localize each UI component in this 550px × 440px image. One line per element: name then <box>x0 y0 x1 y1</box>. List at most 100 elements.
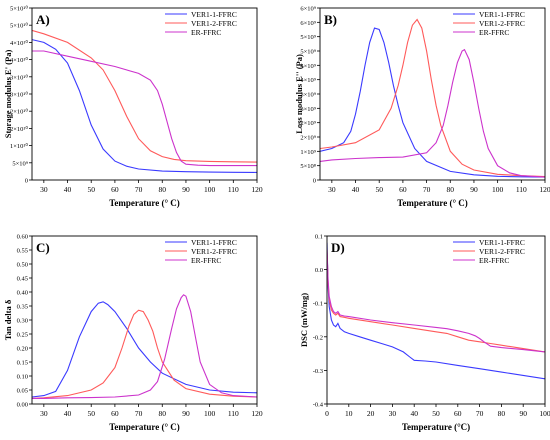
y-tick-label: 0.45 <box>17 276 28 283</box>
x-tick-label: 40 <box>64 185 72 194</box>
x-tick-label: 110 <box>516 185 527 194</box>
y-tick-label: 0.15 <box>17 360 28 367</box>
x-tick-label: 20 <box>367 409 375 418</box>
panel-3: 30 40 50 60 70 80 90 100 110 120 0.00 0.05 0.10 0.15 0… <box>3 234 263 433</box>
y-tick-label: 0.30 <box>17 318 28 325</box>
series-line-er-ffrc <box>32 50 257 167</box>
x-tick-label: 80 <box>447 185 455 194</box>
x-tick-label: 50 <box>87 409 95 418</box>
series-line-ver1-1-ffrc <box>32 301 257 398</box>
panel-label: A) <box>36 12 50 27</box>
x-tick-label: 60 <box>111 185 119 194</box>
x-tick-label: 90 <box>182 409 190 418</box>
panel-1: 30 40 50 60 70 80 90 100 110 120 0 5×10⁹ 1×10¹⁰ 2×10¹… <box>3 5 263 209</box>
legend-label: ER-FFRC <box>479 256 509 265</box>
panel-2: 30 40 50 60 70 80 90 100 110 120 0 5×10⁸ 1×10⁹ 2×10⁹ 2… <box>294 6 550 209</box>
x-tick-label: 0 <box>325 409 329 418</box>
y-tick-label: 0.00 <box>17 402 28 409</box>
y-tick-label: 5×10⁸ <box>300 163 316 170</box>
y-tick-label: 0.40 <box>17 290 28 297</box>
legend-label: VER1-2-FFRC <box>479 19 525 28</box>
legend-label: ER-FFRC <box>191 28 221 37</box>
y-tick-label: 5×10⁹ <box>300 34 316 41</box>
x-tick-label: 60 <box>111 409 119 418</box>
legend-label: VER1-1-FFRC <box>479 10 525 19</box>
x-tick-label: 70 <box>135 185 143 194</box>
y-tick-label: -0.3 <box>313 368 323 375</box>
y-axis-label: Tan delta δ <box>3 299 13 340</box>
y-tick-label: -0.2 <box>313 334 323 341</box>
y-tick-label: 4×10¹⁰ <box>10 56 28 64</box>
x-tick-label: 100 <box>204 409 216 418</box>
y-tick-label: 6×10⁹ <box>300 6 316 13</box>
x-tick-label: 30 <box>40 185 48 194</box>
x-tick-label: 100 <box>539 409 550 418</box>
series-line-er-ffrc <box>32 294 257 399</box>
y-tick-label: 2×10¹⁰ <box>10 125 28 133</box>
y-tick-label: 4×10¹⁰ <box>10 39 28 47</box>
x-tick-label: 10 <box>345 409 353 418</box>
y-axis-label: Loss modulus E'' (Pa) <box>294 54 304 134</box>
y-tick-label: 0.25 <box>17 332 28 339</box>
y-tick-label: -0.1 <box>313 301 323 308</box>
y-tick-label: 5×10⁹ <box>300 49 316 56</box>
y-tick-label: -0.4 <box>313 402 324 409</box>
x-tick-label: 70 <box>135 409 143 418</box>
y-tick-label: 3×10¹⁰ <box>10 73 28 81</box>
series-line-ver1-1-ffrc <box>320 27 545 178</box>
series-line-er-ffrc <box>327 252 545 353</box>
y-tick-label: 0 <box>25 178 28 185</box>
y-tick-label: 5×10¹⁰ <box>10 22 28 30</box>
x-tick-label: 40 <box>64 409 72 418</box>
x-tick-label: 90 <box>182 185 190 194</box>
y-tick-label: 5×10¹⁰ <box>10 5 28 13</box>
x-tick-label: 60 <box>399 185 407 194</box>
x-tick-label: 80 <box>159 185 167 194</box>
legend-label: VER1-2-FFRC <box>191 19 237 28</box>
y-tick-label: 6×10⁹ <box>300 20 316 27</box>
x-tick-label: 50 <box>375 185 383 194</box>
series-line-er-ffrc <box>320 48 545 178</box>
series-line-ver1-2-ffrc <box>32 29 257 163</box>
y-tick-label: 1×10¹⁰ <box>10 142 28 150</box>
series-line-ver1-1-ffrc <box>32 39 257 173</box>
y-tick-label: 0.35 <box>17 304 28 311</box>
x-tick-label: 40 <box>352 185 360 194</box>
x-tick-label: 60 <box>454 409 462 418</box>
x-tick-label: 70 <box>423 185 431 194</box>
y-tick-label: 2×10⁹ <box>300 135 316 142</box>
plot-frame <box>31 7 258 181</box>
x-tick-label: 70 <box>476 409 484 418</box>
legend-label: VER1-1-FFRC <box>191 238 237 247</box>
y-tick-label: 5×10⁹ <box>12 160 28 167</box>
series-line-ver1-2-ffrc <box>32 309 257 399</box>
x-tick-label: 50 <box>87 185 95 194</box>
plot-frame <box>31 235 258 405</box>
legend-label: VER1-1-FFRC <box>479 238 525 247</box>
x-axis-label: Temperature (° C) <box>397 198 468 208</box>
x-tick-label: 30 <box>389 409 397 418</box>
x-axis-label: Temperature (° C) <box>109 422 180 432</box>
x-tick-label: 80 <box>498 409 506 418</box>
series-line-ver1-1-ffrc <box>327 242 545 380</box>
plot-frame <box>319 7 546 181</box>
y-tick-label: 0.55 <box>17 248 28 255</box>
panel-4: 0 10 20 30 40 50 60 70 80 90 100 -0.4 -0.3 -0.2 -0.1 0.… <box>299 234 550 433</box>
y-tick-label: 0.0 <box>315 267 323 274</box>
legend-label: VER1-2-FFRC <box>191 247 237 256</box>
x-tick-label: 90 <box>470 185 478 194</box>
y-tick-label: 2×10⁹ <box>300 120 316 127</box>
panel-label: D) <box>331 240 345 255</box>
x-tick-label: 100 <box>492 185 504 194</box>
x-tick-label: 120 <box>539 185 550 194</box>
y-tick-label: 0.05 <box>17 388 28 395</box>
series-line-ver1-2-ffrc <box>320 18 545 178</box>
x-tick-label: 110 <box>228 185 239 194</box>
y-tick-label: 0.20 <box>17 346 28 353</box>
x-tick-label: 120 <box>251 409 263 418</box>
legend-label: ER-FFRC <box>479 28 509 37</box>
